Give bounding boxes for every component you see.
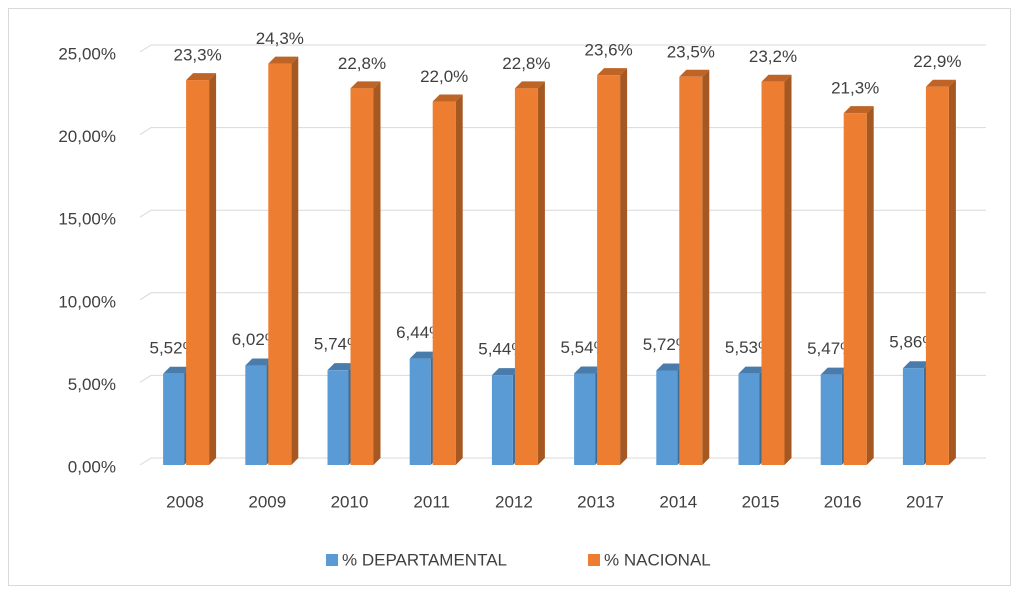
bar <box>761 81 785 466</box>
bar <box>738 373 760 465</box>
grid-line <box>139 44 986 53</box>
bar-side <box>620 68 628 466</box>
legend-label: % DEPARTAMENTAL <box>342 550 507 569</box>
bar <box>432 101 456 465</box>
bar <box>409 358 431 465</box>
bar <box>268 63 292 466</box>
data-label: 5,54% <box>560 338 608 357</box>
x-tick-label: 2012 <box>495 492 533 511</box>
data-label: 22,8% <box>338 54 386 73</box>
legend-label: % NACIONAL <box>604 550 711 569</box>
bar-top <box>268 56 299 64</box>
bar-top <box>350 81 381 89</box>
data-label: 22,8% <box>502 54 550 73</box>
bar-top <box>902 361 931 369</box>
data-label: 22,9% <box>913 52 961 71</box>
bar-top <box>327 363 356 371</box>
data-label: 5,72% <box>643 335 691 354</box>
bar-top <box>514 81 545 89</box>
x-tick-label: 2015 <box>742 492 780 511</box>
bar-top <box>820 367 849 375</box>
data-label: 5,74% <box>314 335 362 354</box>
bar-top <box>245 358 274 366</box>
data-label: 23,6% <box>584 41 632 60</box>
bar <box>245 365 267 465</box>
bar-top <box>738 366 767 374</box>
data-label: 23,2% <box>749 47 797 66</box>
bar <box>843 113 867 466</box>
bar <box>597 75 621 466</box>
data-label: 6,44% <box>396 323 444 342</box>
bar-top <box>656 363 685 371</box>
bar <box>327 370 349 465</box>
bar-top <box>432 94 463 102</box>
bar-top <box>409 351 438 359</box>
data-label: 5,86% <box>889 333 937 352</box>
bar-side <box>948 79 956 465</box>
bar <box>350 88 374 466</box>
y-tick-label: 20,00% <box>58 127 116 146</box>
data-label: 5,53% <box>725 338 773 357</box>
bar-top <box>163 366 192 374</box>
bar <box>514 88 538 466</box>
bar-side <box>537 81 545 466</box>
x-tick-label: 2009 <box>248 492 286 511</box>
x-tick-label: 2017 <box>906 492 944 511</box>
bar <box>491 375 513 465</box>
bar-side <box>702 69 710 465</box>
data-label: 24,3% <box>256 29 304 48</box>
bar-top <box>491 368 520 376</box>
y-tick-label: 0,00% <box>68 457 116 476</box>
x-tick-label: 2011 <box>413 492 450 511</box>
bar <box>656 370 678 465</box>
bar-top <box>925 79 956 87</box>
bar <box>163 373 185 465</box>
bar-top <box>843 106 874 114</box>
bar-top <box>597 68 628 76</box>
bar-side <box>291 56 299 466</box>
data-label: 5,44% <box>478 340 526 359</box>
data-label: 23,3% <box>173 46 221 65</box>
bar <box>902 368 924 465</box>
data-label: 5,47% <box>807 339 855 358</box>
bar-top <box>761 74 792 82</box>
x-tick-label: 2008 <box>166 492 204 511</box>
data-label: 6,02% <box>232 330 280 349</box>
bar-side <box>455 94 463 465</box>
y-tick-label: 15,00% <box>58 210 116 229</box>
bar <box>820 374 842 465</box>
bar-top <box>186 73 217 81</box>
bar-top <box>574 366 603 374</box>
bar <box>925 86 949 465</box>
bar-side <box>373 81 381 466</box>
bar-side <box>784 74 792 466</box>
y-tick-label: 25,00% <box>58 44 116 63</box>
legend-swatch <box>326 554 338 566</box>
data-label: 22,0% <box>420 67 468 86</box>
bar-side <box>866 106 874 466</box>
legend-swatch <box>588 554 600 566</box>
bar-top <box>679 69 710 77</box>
x-tick-label: 2013 <box>577 492 615 511</box>
data-label: 23,5% <box>667 42 715 61</box>
chart-frame <box>8 8 1011 586</box>
bar <box>574 373 596 465</box>
data-label: 5,52% <box>149 338 197 357</box>
x-tick-label: 2010 <box>331 492 369 511</box>
x-tick-label: 2014 <box>659 492 697 511</box>
data-label: 21,3% <box>831 79 879 98</box>
y-tick-label: 10,00% <box>58 292 116 311</box>
bar <box>186 80 210 466</box>
y-tick-label: 5,00% <box>68 375 116 394</box>
x-tick-label: 2016 <box>824 492 862 511</box>
bar-side <box>209 73 217 466</box>
bar <box>679 76 703 465</box>
